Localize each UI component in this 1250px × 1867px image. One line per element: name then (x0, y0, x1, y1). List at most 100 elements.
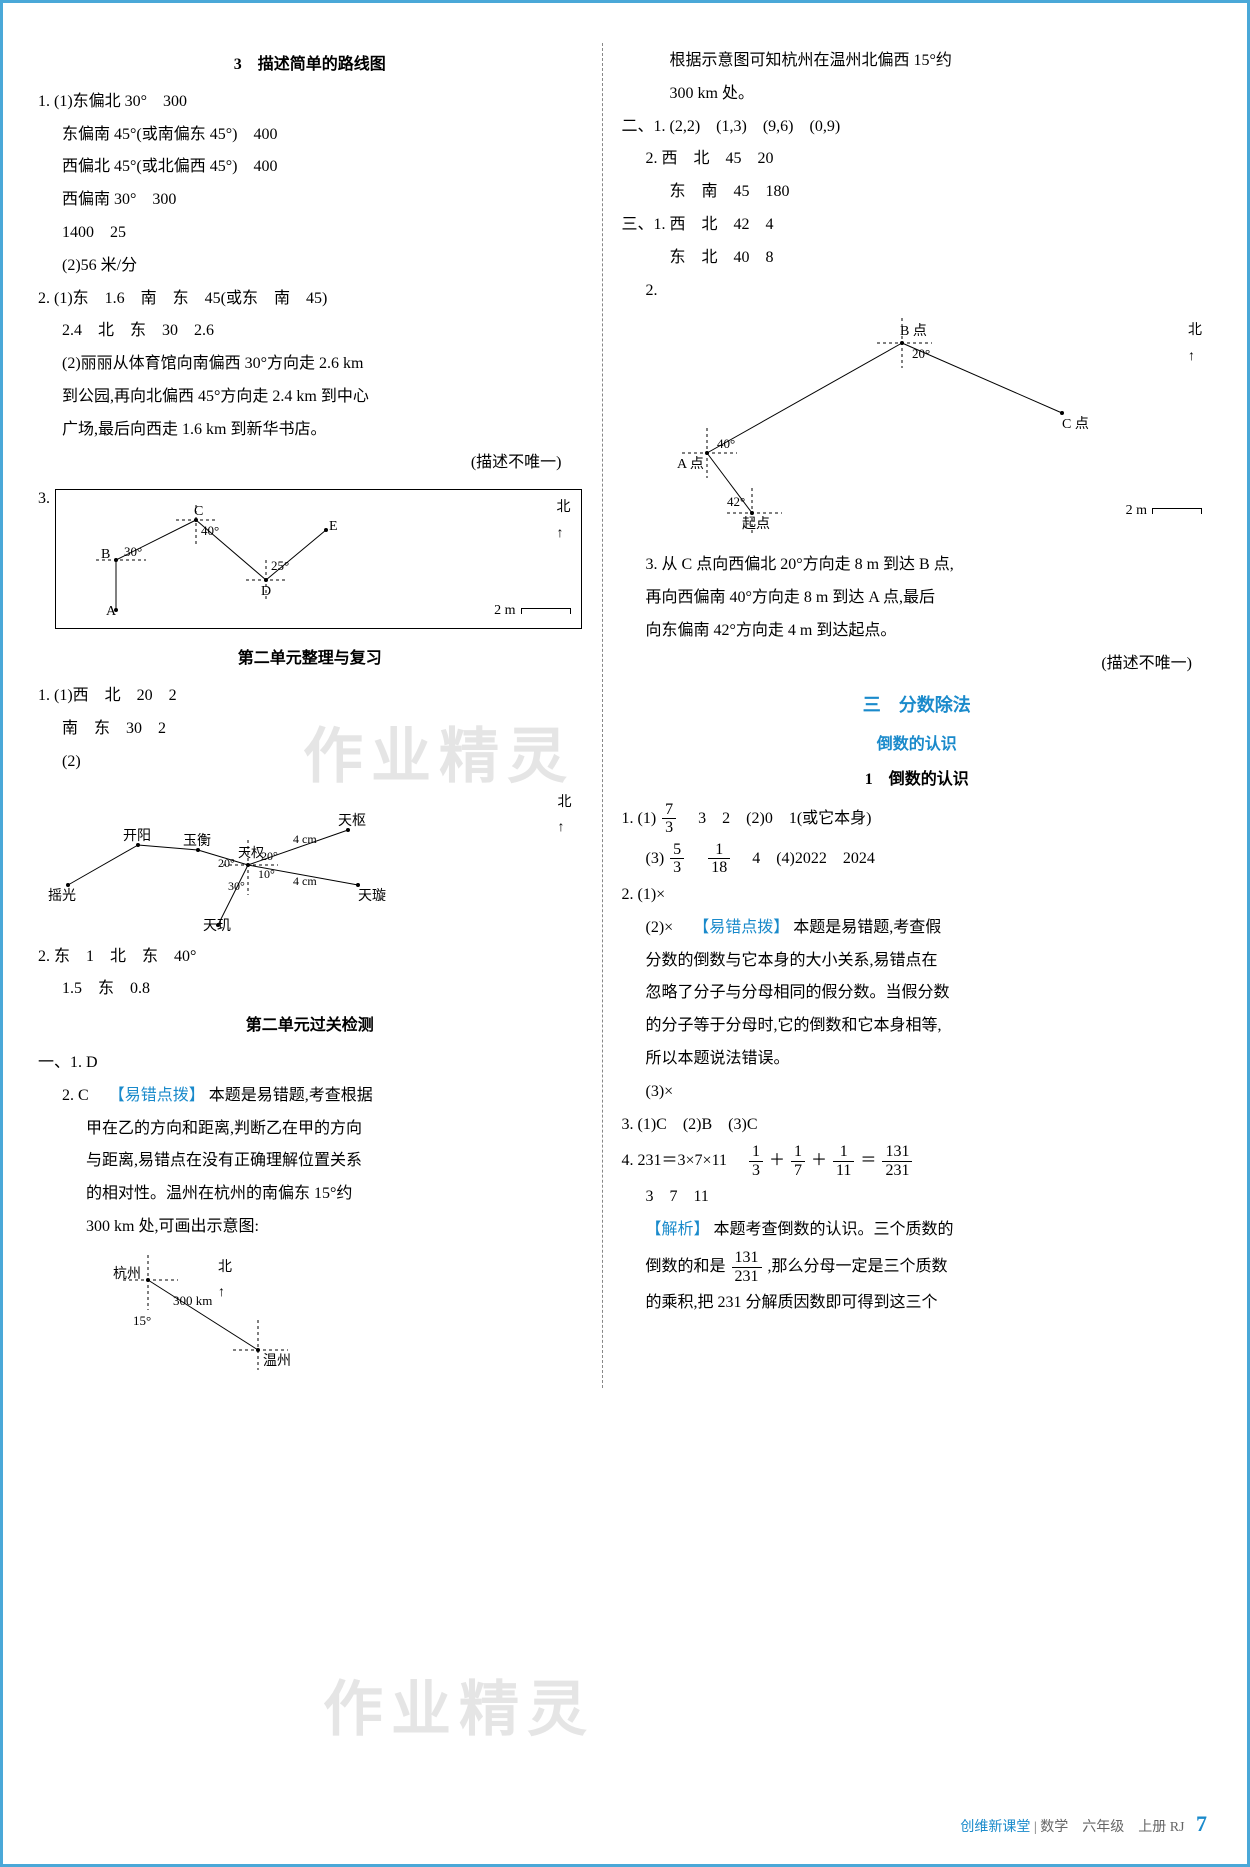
frac-7-3: 73 (662, 801, 676, 837)
chapter3-sec1: 1 倒数的认识 (622, 766, 1212, 795)
d2-2-line: (2)× 【易错点拨】 本题是易错题,考查假 (622, 914, 1212, 943)
svg-text:D: D (261, 584, 271, 599)
svg-text:B: B (101, 547, 110, 562)
left-column: 3 描述简单的路线图 1. (1)东偏北 30° 300 东偏南 45°(或南偏… (38, 43, 602, 1388)
d2-3: (3)× (622, 1078, 1212, 1107)
d1-1-pre: 1. (1) (622, 809, 657, 826)
q2-2b: 到公园,再向北偏西 45°方向走 2.4 km 到中心 (38, 383, 582, 412)
d4-line: 4. 231＝3×7×11 13 ＋ 17 ＋ 111 ＝ 131231 (622, 1143, 1212, 1179)
d1-3-mid: 4 (4)2022 2024 (736, 850, 875, 867)
t2-2a: 2. 西 北 45 20 (622, 145, 1212, 174)
cont-b: 300 km 处。 (622, 80, 1212, 109)
page-number: 7 (1196, 1811, 1207, 1836)
svg-text:天枢: 天枢 (338, 813, 366, 829)
d2-2d: 忽略了分子与分母相同的假分数。当假分数 (622, 979, 1212, 1008)
svg-text:C: C (194, 504, 203, 519)
column-divider (602, 43, 603, 1388)
svg-text:300 km: 300 km (173, 1293, 212, 1308)
t1-2d: 与距离,易错点在没有正确理解位置关系 (38, 1147, 582, 1176)
q1-1c: 西偏北 45°(或北偏西 45°) 400 (38, 153, 582, 182)
d4-ana-b-post: ,那么分母一定是三个质数 (768, 1258, 948, 1275)
r2-a: 2. 东 1 北 东 40° (38, 943, 582, 972)
north-arrow-r: 北↑ (558, 790, 572, 840)
d1-3-pre: (3) (646, 850, 665, 867)
t1-2b: 本题是易错题,考查根据 (209, 1087, 373, 1104)
tip-label-1: 【易错点拨】 (109, 1087, 205, 1104)
unit2-test-title: 第二单元过关检测 (38, 1012, 582, 1041)
q1-1e: 1400 25 (38, 219, 582, 248)
d1-line3: (3) 53 118 4 (4)2022 2024 (622, 841, 1212, 877)
q2-1b: 2.4 北 东 30 2.6 (38, 317, 582, 346)
t3-3b: 再向西偏南 40°方向走 8 m 到达 A 点,最后 (622, 584, 1212, 613)
svg-text:4 cm: 4 cm (293, 874, 317, 888)
svg-text:20°: 20° (261, 849, 278, 863)
q1-1a: 1. (1)东偏北 30° 300 (38, 88, 582, 117)
svg-text:15°: 15° (133, 1313, 151, 1328)
d4-ana-c: 的乘积,把 231 分解质因数即可得到这三个 (622, 1289, 1212, 1318)
chapter3-title: 三 分数除法 (622, 689, 1212, 721)
page-footer: 创维新课堂 | 数学 六年级 上册 RJ 7 (960, 1804, 1207, 1844)
d2-2f: 所以本题说法错误。 (622, 1045, 1212, 1074)
t3-note: (描述不唯一) (622, 650, 1212, 679)
t3-3a: 3. 从 C 点向西偏北 20°方向走 8 m 到达 B 点, (622, 551, 1212, 580)
svg-text:20°: 20° (218, 856, 235, 870)
footer-brand: 创维新课堂 (960, 1820, 1030, 1835)
svg-text:起点: 起点 (742, 516, 770, 532)
svg-text:A: A (106, 604, 117, 619)
frac-5-3: 53 (670, 841, 684, 877)
t1-2c: 甲在乙的方向和距离,判断乙在甲的方向 (38, 1115, 582, 1144)
svg-text:40°: 40° (201, 523, 219, 538)
t3-2: 2. (622, 277, 1212, 306)
north-arrow-abc: 北↑ (1188, 318, 1202, 368)
unit2-review-title: 第二单元整理与复习 (38, 645, 582, 674)
frac-131-231-b: 131231 (732, 1249, 762, 1285)
q2-2c: 广场,最后向西走 1.6 km 到新华书店。 (38, 416, 582, 445)
r1-2: (2) (38, 748, 582, 777)
t2-1: 二、1. (2,2) (1,3) (9,6) (0,9) (622, 113, 1212, 142)
t3-1b: 东 北 40 8 (622, 244, 1212, 273)
frac-1-3: 13 (749, 1143, 763, 1179)
t2-2b: 东 南 45 180 (622, 178, 1212, 207)
q1-1d: 西偏南 30° 300 (38, 186, 582, 215)
q1-1b: 东偏南 45°(或南偏东 45°) 400 (38, 121, 582, 150)
svg-text:温州: 温州 (263, 1353, 291, 1369)
svg-text:C 点: C 点 (1062, 416, 1089, 432)
svg-text:B 点: B 点 (900, 323, 927, 339)
frac-1-7: 17 (791, 1143, 805, 1179)
q1-2: (2)56 米/分 (38, 252, 582, 281)
svg-text:天璇: 天璇 (358, 888, 386, 904)
d4-a: 4. 231＝3×7×11 (622, 1152, 743, 1169)
d4-ana-b-pre: 倒数的和是 (646, 1258, 726, 1275)
t1-2e: 的相对性。温州在杭州的南偏东 15°约 (38, 1180, 582, 1209)
t1-2a: 2. C (62, 1087, 105, 1104)
t3-1a: 三、1. 西 北 42 4 (622, 211, 1212, 240)
chapter3-sub: 倒数的认识 (622, 731, 1212, 760)
d4-ana-b-line: 倒数的和是 131231 ,那么分母一定是三个质数 (622, 1249, 1212, 1285)
d2-1: 2. (1)× (622, 881, 1212, 910)
svg-text:A 点: A 点 (677, 456, 704, 472)
scale-abc: 2 m (1126, 498, 1202, 523)
d1-1-mid: 3 2 (2)0 1(或它本身) (682, 809, 871, 826)
svg-text:开阳: 开阳 (123, 828, 151, 844)
svg-text:30°: 30° (124, 544, 142, 559)
page-container: 作业精灵 作业精灵 3 描述简单的路线图 1. (1)东偏北 30° 300 东… (0, 0, 1250, 1867)
d2-2e: 的分子等于分母时,它的倒数和它本身相等, (622, 1012, 1212, 1041)
d4-eq: ＝ (860, 1152, 876, 1169)
r1-1b: 南 东 30 2 (38, 715, 582, 744)
svg-text:30°: 30° (228, 879, 245, 893)
d2-2a: (2)× (646, 919, 690, 936)
q3-label: 3. (38, 485, 50, 633)
diagram-3: A B C D E 30° 40° 25° 北↑ 2 m (55, 489, 582, 629)
t1-1: 一、1. D (38, 1049, 582, 1078)
diagram-review: 摇光 开阳 玉衡 天权 天枢 天玑 天璇 20° 20° 10° 30° 4 c… (38, 785, 582, 935)
svg-text:杭州: 杭州 (113, 1266, 141, 1282)
d4-ana-line: 【解析】 本题考查倒数的认识。三个质数的 (622, 1216, 1212, 1245)
q2-1a: 2. (1)东 1.6 南 东 45(或东 南 45) (38, 285, 582, 314)
svg-text:42°: 42° (727, 494, 745, 509)
scale-3: 2 m (494, 598, 570, 623)
r1-1a: 1. (1)西 北 20 2 (38, 682, 582, 711)
footer-subject: | 数学 六年级 上册 RJ (1034, 1820, 1185, 1835)
frac-1-11: 111 (833, 1143, 854, 1179)
right-column: 根据示意图可知杭州在温州北偏西 15°约 300 km 处。 二、1. (2,2… (602, 43, 1212, 1388)
svg-text:25°: 25° (271, 558, 289, 573)
